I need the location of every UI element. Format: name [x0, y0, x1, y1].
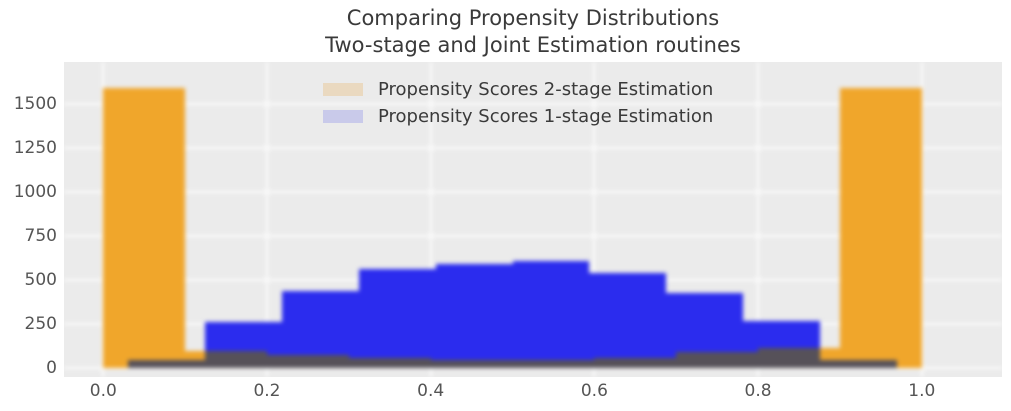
- histogram-bar-1-stage: [358, 268, 436, 369]
- x-tick-label: 0.6: [580, 381, 608, 401]
- bars-layer: [64, 62, 1002, 377]
- histogram-overlap-region: [185, 360, 205, 369]
- legend-item: Propensity Scores 2-stage Estimation: [323, 77, 713, 102]
- histogram-overlap-region: [676, 352, 744, 369]
- gridline: [429, 62, 432, 377]
- y-tick-label: 500: [24, 270, 57, 291]
- legend: Propensity Scores 2-stage Estimation Pro…: [323, 77, 713, 131]
- histogram-overlap-region: [266, 354, 282, 369]
- x-tick-label: 1.0: [908, 381, 936, 401]
- legend-item: Propensity Scores 1-stage Estimation: [323, 104, 713, 129]
- y-tick-label: 250: [24, 314, 57, 335]
- chart-subtitle: Two-stage and Joint Estimation routines: [325, 33, 741, 57]
- x-tick-label: 0.2: [253, 381, 281, 401]
- histogram-overlap-region: [820, 360, 840, 369]
- gridline: [757, 62, 760, 377]
- histogram-overlap-region: [839, 360, 898, 369]
- gridline: [920, 62, 923, 377]
- histogram-overlap-region: [358, 358, 431, 369]
- gridline: [265, 62, 268, 377]
- histogram-overlap-region: [281, 354, 349, 369]
- histogram-overlap-region: [589, 360, 595, 369]
- histogram-overlap-region: [430, 360, 436, 369]
- gridline: [64, 103, 1002, 106]
- histogram-bar-2-stage: [839, 88, 922, 369]
- x-tick-label: 0.4: [417, 381, 445, 401]
- legend-label: Propensity Scores 1-stage Estimation: [378, 106, 714, 127]
- histogram-overlap-region: [435, 360, 513, 369]
- histogram-bar-1-stage: [435, 264, 513, 369]
- chart-title: Comparing Propensity Distributions: [346, 6, 720, 30]
- x-tick-label: 0.0: [89, 381, 117, 401]
- legend-swatch-2-stage-icon: [323, 83, 363, 96]
- histogram-bar-1-stage: [589, 273, 667, 369]
- x-tick-label: 0.8: [744, 381, 772, 401]
- y-tick-label: 1000: [13, 182, 57, 203]
- gridline: [64, 191, 1002, 194]
- histogram-overlap-region: [758, 347, 821, 369]
- histogram-overlap-region: [204, 351, 267, 369]
- histogram-overlap-region: [512, 360, 590, 369]
- chart-title-block: Comparing Propensity Distributions Two-s…: [64, 5, 1002, 59]
- plot-area: Propensity Scores 2-stage Estimation Pro…: [64, 62, 1002, 377]
- y-tick-label: 750: [24, 226, 57, 247]
- y-tick-label: 0: [46, 358, 57, 379]
- histogram-overlap-region: [743, 352, 759, 369]
- histogram-overlap-region: [127, 360, 186, 369]
- histogram-overlap-region: [666, 358, 677, 369]
- gridline: [593, 62, 596, 377]
- gridline: [64, 367, 1002, 370]
- legend-label: Propensity Scores 2-stage Estimation: [378, 79, 714, 100]
- y-tick-label: 1500: [13, 94, 57, 115]
- gridline: [64, 235, 1002, 238]
- y-tick-label: 1250: [13, 138, 57, 159]
- histogram-bar-1-stage: [512, 260, 590, 369]
- histogram-overlap-region: [348, 358, 359, 369]
- legend-swatch-1-stage-icon: [323, 110, 363, 123]
- gridline: [64, 147, 1002, 150]
- histogram-bar-2-stage: [103, 88, 186, 369]
- histogram-overlap-region: [594, 358, 667, 369]
